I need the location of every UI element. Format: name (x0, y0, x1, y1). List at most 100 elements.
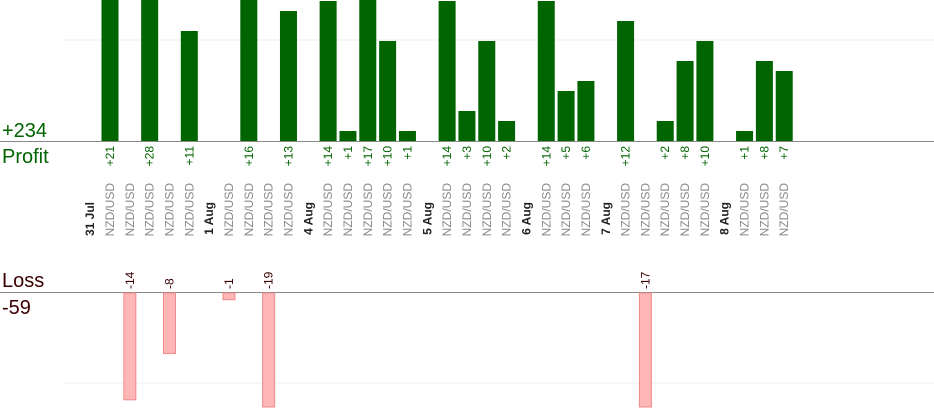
profit-value-label: +16 (242, 146, 256, 167)
profit-value-label: +10 (381, 146, 395, 167)
pair-label: NZD/USD (361, 183, 375, 237)
profit-bar (537, 1, 555, 141)
pair-label: NZD/USD (480, 183, 494, 237)
pair-label: NZD/USD (123, 183, 137, 237)
profit-value-label: +14 (539, 146, 553, 167)
loss-value-label: -14 (123, 271, 137, 289)
category-labels: 31 Jul NZD/USD NZD/USD NZD/USD NZD/USD NZD/US… (83, 183, 791, 237)
profit-value-label: +5 (559, 146, 573, 160)
profit-bar (458, 111, 476, 141)
pair-label: NZD/USD (757, 183, 771, 237)
profit-bar (676, 61, 694, 141)
profit-value-label: +10 (480, 146, 494, 167)
pair-label: NZD/USD (619, 183, 633, 237)
profit-value-label: +8 (678, 146, 692, 160)
profit-bar (141, 0, 159, 141)
pair-label: NZD/USD (341, 183, 355, 237)
profit-value-label: +21 (103, 146, 117, 167)
profit-value-label: +28 (143, 146, 157, 167)
pair-label: NZD/USD (262, 183, 276, 237)
profit-bar (478, 41, 496, 141)
profit-value-label: +2 (500, 146, 514, 160)
loss-label: Loss (2, 270, 44, 292)
loss-total: -59 (2, 297, 31, 319)
profit-bar (438, 1, 456, 141)
pair-label: NZD/USD (678, 183, 692, 237)
date-label: 4 Aug (301, 202, 315, 235)
profit-bar (656, 121, 674, 141)
profit-value-label: +1 (738, 146, 752, 160)
profit-bar (775, 71, 793, 141)
pair-label: NZD/USD (321, 183, 335, 237)
pair-label: NZD/USD (539, 183, 553, 237)
gridlines (0, 39, 934, 384)
profit-bar (398, 131, 416, 141)
profit-bar (498, 121, 516, 141)
bars (101, 0, 793, 408)
date-label: 8 Aug (718, 202, 732, 235)
loss-bar (262, 292, 276, 408)
profit-bar (379, 41, 397, 141)
loss-bar (638, 292, 652, 408)
loss-value-label: -19 (262, 271, 276, 289)
profit-bar (617, 21, 635, 141)
profit-bar (319, 1, 337, 141)
value-labels: +21 -14 +28 -8 +11 -1 +16 -19 +13 +14 +1 +17 +10 +1 +1… (103, 146, 791, 289)
profit-label: Profit (2, 146, 49, 168)
profit-value-label: +2 (658, 146, 672, 160)
profit-value-label: +6 (579, 146, 593, 160)
profit-value-label: +14 (321, 146, 335, 167)
pair-label: NZD/USD (400, 183, 414, 237)
pair-label: NZD/USD (658, 183, 672, 237)
profit-bar (359, 0, 377, 141)
profit-bar (736, 131, 754, 141)
date-label: 5 Aug (420, 202, 434, 235)
pair-label: NZD/USD (500, 183, 514, 237)
profit-bar (577, 81, 595, 141)
profit-value-label: +7 (777, 146, 791, 160)
pair-label: NZD/USD (103, 183, 117, 237)
profit-bar (279, 11, 297, 141)
pair-label: NZD/USD (559, 183, 573, 237)
pair-label: NZD/USD (638, 183, 652, 237)
pair-label: NZD/USD (579, 183, 593, 237)
profit-bar (240, 0, 258, 141)
profit-value-label: +13 (281, 146, 295, 167)
loss-value-label: -8 (162, 278, 176, 289)
profit-value-label: +12 (619, 146, 633, 167)
pair-label: NZD/USD (281, 183, 295, 237)
profit-bar (339, 131, 357, 141)
loss-bar (162, 292, 176, 355)
pair-label: NZD/USD (738, 183, 752, 237)
profit-bar (557, 91, 575, 141)
date-label: 7 Aug (599, 202, 613, 235)
loss-bar (222, 292, 236, 301)
profit-bar (101, 0, 119, 141)
pair-label: NZD/USD (381, 183, 395, 237)
profit-value-label: +1 (400, 146, 414, 160)
loss-value-label: -1 (222, 278, 236, 289)
date-label: 1 Aug (202, 202, 216, 235)
profit-value-label: +3 (460, 146, 474, 160)
pair-label: NZD/USD (222, 183, 236, 237)
pair-label: NZD/USD (182, 183, 196, 237)
loss-value-label: -17 (638, 271, 652, 289)
profit-total: +234 (2, 120, 47, 142)
pair-label: NZD/USD (460, 183, 474, 237)
date-label: 31 Jul (83, 202, 97, 236)
profit-value-label: +10 (698, 146, 712, 167)
profit-value-label: +1 (341, 146, 355, 160)
profit-value-label: +11 (182, 146, 196, 166)
profit-bar (180, 31, 198, 141)
profit-value-label: +8 (757, 146, 771, 160)
pair-label: NZD/USD (777, 183, 791, 237)
pair-label: NZD/USD (698, 183, 712, 237)
pair-label: NZD/USD (242, 183, 256, 237)
profit-value-label: +17 (361, 146, 375, 167)
profit-value-label: +14 (440, 146, 454, 167)
profit-bar (696, 41, 714, 141)
pair-label: NZD/USD (143, 183, 157, 237)
loss-bar (123, 292, 137, 401)
date-label: 6 Aug (519, 202, 533, 235)
